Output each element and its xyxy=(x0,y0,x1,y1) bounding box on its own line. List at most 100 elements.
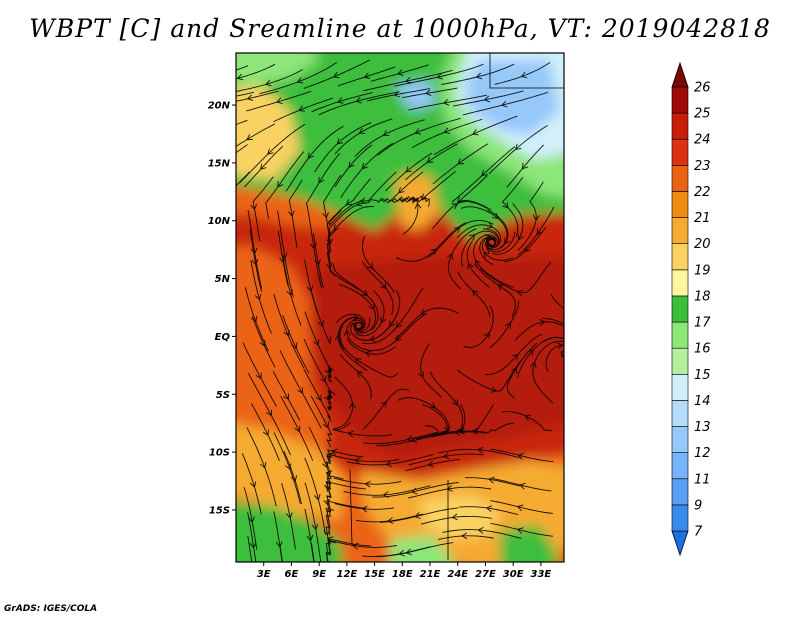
streamline xyxy=(327,364,334,383)
streamline xyxy=(311,291,332,345)
streamline-arrow xyxy=(361,289,368,297)
colorbar: 7 9 11 12 13 14 15 16 17 18 19 20 21 22 23 24 25 26 xyxy=(671,61,711,557)
streamline xyxy=(323,174,342,261)
streamline-arrow xyxy=(486,241,493,249)
streamline xyxy=(339,324,398,378)
streamline xyxy=(405,459,461,472)
streamline-arrow xyxy=(279,256,286,264)
streamline-arrow xyxy=(539,318,546,326)
streamline xyxy=(326,453,399,463)
streamline xyxy=(362,388,410,430)
streamline xyxy=(303,368,332,423)
streamline-arrow xyxy=(442,98,450,106)
streamline xyxy=(333,263,379,331)
streamline xyxy=(279,542,283,562)
streamline-arrow xyxy=(276,97,283,105)
streamline xyxy=(398,196,419,235)
streamline-arrow xyxy=(471,428,478,435)
streamline xyxy=(333,376,354,429)
colorbar-swatch xyxy=(671,86,689,114)
streamline xyxy=(379,507,459,523)
streamline xyxy=(429,371,464,434)
streamline-arrow xyxy=(306,534,314,542)
streamline xyxy=(306,153,341,208)
streamline-arrow xyxy=(457,427,464,435)
streamline xyxy=(282,256,302,326)
streamline xyxy=(246,427,277,507)
streamline-arrow xyxy=(461,532,468,540)
streamline-arrow xyxy=(251,315,258,323)
colorbar-swatch xyxy=(671,269,689,297)
lat-tick-label: EQ xyxy=(215,332,231,343)
streamline xyxy=(242,342,277,407)
streamline xyxy=(325,539,397,552)
streamline xyxy=(247,512,257,562)
streamline xyxy=(328,178,371,226)
lat-tick-label: 10S xyxy=(209,448,230,459)
streamline-arrow xyxy=(430,248,437,255)
colorbar-label: 14 xyxy=(694,394,711,409)
colorbar-label: 25 xyxy=(694,107,711,122)
streamline xyxy=(432,422,514,437)
streamline xyxy=(273,432,301,504)
streamline-arrow xyxy=(519,482,526,490)
streamline xyxy=(506,342,538,399)
streamline xyxy=(337,66,395,87)
streamline-arrow xyxy=(297,387,304,394)
streamline-arrow xyxy=(313,493,321,501)
streamline xyxy=(247,209,263,289)
colorbar-swatch xyxy=(671,138,689,166)
streamline xyxy=(236,123,276,148)
colorbar-label: 24 xyxy=(694,133,711,148)
region-green-north xyxy=(236,501,343,562)
streamline-arrow xyxy=(475,72,483,80)
streamline xyxy=(420,343,443,398)
streamline-arrow xyxy=(477,446,484,454)
streamline xyxy=(492,203,524,255)
colorbar-swatch xyxy=(671,295,689,323)
shaded-field xyxy=(236,53,564,562)
colorbar-label: 11 xyxy=(694,472,711,487)
streamline xyxy=(277,210,294,298)
streamline-arrow xyxy=(521,162,528,170)
streamline-arrow xyxy=(524,414,532,421)
streamline xyxy=(462,91,549,116)
streamline xyxy=(313,233,324,289)
streamline xyxy=(481,237,514,261)
lon-tick-label: 21E xyxy=(420,569,441,580)
streamline-arrow xyxy=(288,210,295,217)
streamline xyxy=(448,228,477,290)
streamline xyxy=(343,485,431,496)
streamline xyxy=(273,97,334,123)
streamline xyxy=(314,122,372,173)
streamline xyxy=(545,344,564,373)
streamline-arrow xyxy=(320,376,327,383)
streamline-arrow xyxy=(410,487,418,495)
streamline xyxy=(490,522,554,537)
streamline-arrow xyxy=(265,79,272,87)
streamline-arrow xyxy=(451,203,459,210)
streamline xyxy=(354,289,385,337)
streamline-arrow xyxy=(361,505,368,513)
streamline-arrow xyxy=(485,505,493,512)
region-light-green xyxy=(236,53,320,85)
streamline xyxy=(458,506,519,516)
streamline xyxy=(326,228,359,291)
streamline xyxy=(332,421,393,437)
streamline xyxy=(463,305,494,348)
streamline-arrow xyxy=(483,251,490,258)
streamline-arrow xyxy=(414,128,422,135)
streamline-arrow xyxy=(326,238,334,245)
streamline-arrow xyxy=(217,71,223,77)
streamline xyxy=(283,451,303,505)
streamline-arrow xyxy=(453,428,461,436)
colorbar-swatch xyxy=(671,112,689,140)
lon-tick-label: 24E xyxy=(447,569,468,580)
colorbar-label: 22 xyxy=(694,185,711,200)
streamline xyxy=(304,457,326,535)
streamline-arrow xyxy=(497,284,505,291)
streamline-arrow xyxy=(490,386,497,393)
streamline xyxy=(370,64,429,82)
streamline xyxy=(280,395,314,461)
streamline-arrow xyxy=(317,319,324,327)
